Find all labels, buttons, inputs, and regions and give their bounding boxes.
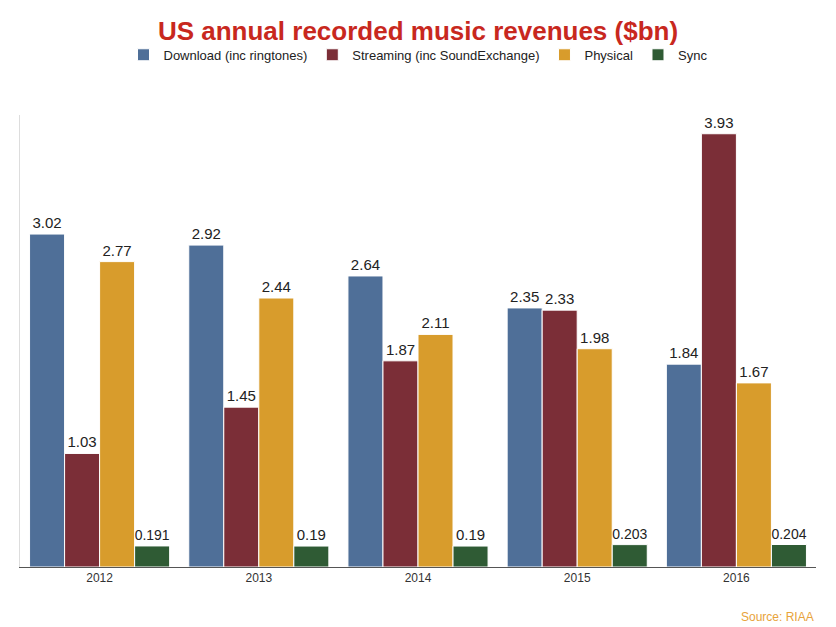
svg-text:US annual recorded music reven: US annual recorded music revenues ($bn)	[158, 16, 678, 46]
svg-text:2.64: 2.64	[351, 256, 380, 273]
svg-text:Download (inc ringtones): Download (inc ringtones)	[164, 48, 308, 63]
svg-text:3.02: 3.02	[32, 214, 61, 231]
svg-text:2016: 2016	[723, 571, 750, 585]
svg-text:2.11: 2.11	[421, 314, 449, 331]
svg-text:2.92: 2.92	[192, 225, 221, 242]
svg-text:1.67: 1.67	[739, 363, 768, 380]
svg-text:Sync: Sync	[678, 48, 707, 63]
svg-text:2012: 2012	[86, 571, 113, 585]
svg-text:1.84: 1.84	[669, 344, 698, 361]
svg-text:Physical: Physical	[584, 48, 633, 63]
svg-text:1.87: 1.87	[386, 341, 415, 358]
svg-text:1.98: 1.98	[580, 329, 609, 346]
svg-text:2014: 2014	[405, 571, 432, 585]
svg-text:2.44: 2.44	[262, 278, 291, 295]
svg-text:2.33: 2.33	[545, 290, 574, 307]
svg-text:2.77: 2.77	[103, 242, 132, 259]
svg-text:1.45: 1.45	[227, 387, 256, 404]
svg-text:2.35: 2.35	[510, 288, 539, 305]
svg-text:3.93: 3.93	[704, 114, 733, 131]
svg-text:0.191: 0.191	[135, 527, 170, 543]
svg-text:2013: 2013	[245, 571, 272, 585]
svg-text:0.204: 0.204	[771, 526, 806, 542]
svg-text:Streaming (inc SoundExchange): Streaming (inc SoundExchange)	[352, 48, 539, 63]
svg-text:0.19: 0.19	[456, 526, 485, 543]
svg-text:Source: RIAA: Source: RIAA	[741, 610, 814, 624]
svg-text:2015: 2015	[564, 571, 591, 585]
svg-text:0.203: 0.203	[612, 526, 647, 542]
svg-text:1.03: 1.03	[67, 433, 96, 450]
svg-text:0.19: 0.19	[297, 526, 326, 543]
